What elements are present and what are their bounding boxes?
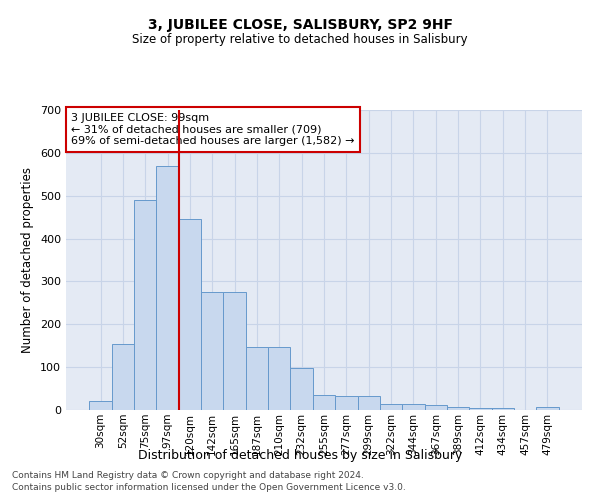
Bar [179, 220, 201, 410]
Bar [536, 407, 559, 410]
Bar [157, 166, 179, 410]
Text: Contains HM Land Registry data © Crown copyright and database right 2024.: Contains HM Land Registry data © Crown c… [12, 470, 364, 480]
Bar [335, 396, 358, 410]
Bar [313, 395, 335, 410]
Bar [112, 344, 134, 410]
Bar [358, 396, 380, 410]
Bar [268, 346, 290, 410]
Text: 3, JUBILEE CLOSE, SALISBURY, SP2 9HF: 3, JUBILEE CLOSE, SALISBURY, SP2 9HF [148, 18, 452, 32]
Bar [380, 404, 402, 410]
Y-axis label: Number of detached properties: Number of detached properties [22, 167, 34, 353]
Text: Distribution of detached houses by size in Salisbury: Distribution of detached houses by size … [138, 448, 462, 462]
Bar [223, 292, 246, 410]
Bar [290, 368, 313, 410]
Text: 3 JUBILEE CLOSE: 99sqm
← 31% of detached houses are smaller (709)
69% of semi-de: 3 JUBILEE CLOSE: 99sqm ← 31% of detached… [71, 113, 355, 146]
Text: Size of property relative to detached houses in Salisbury: Size of property relative to detached ho… [132, 32, 468, 46]
Bar [246, 346, 268, 410]
Bar [491, 408, 514, 410]
Bar [201, 292, 223, 410]
Bar [89, 400, 112, 410]
Bar [402, 404, 425, 410]
Bar [134, 200, 157, 410]
Bar [447, 407, 469, 410]
Text: Contains public sector information licensed under the Open Government Licence v3: Contains public sector information licen… [12, 483, 406, 492]
Bar [469, 408, 491, 410]
Bar [425, 405, 447, 410]
